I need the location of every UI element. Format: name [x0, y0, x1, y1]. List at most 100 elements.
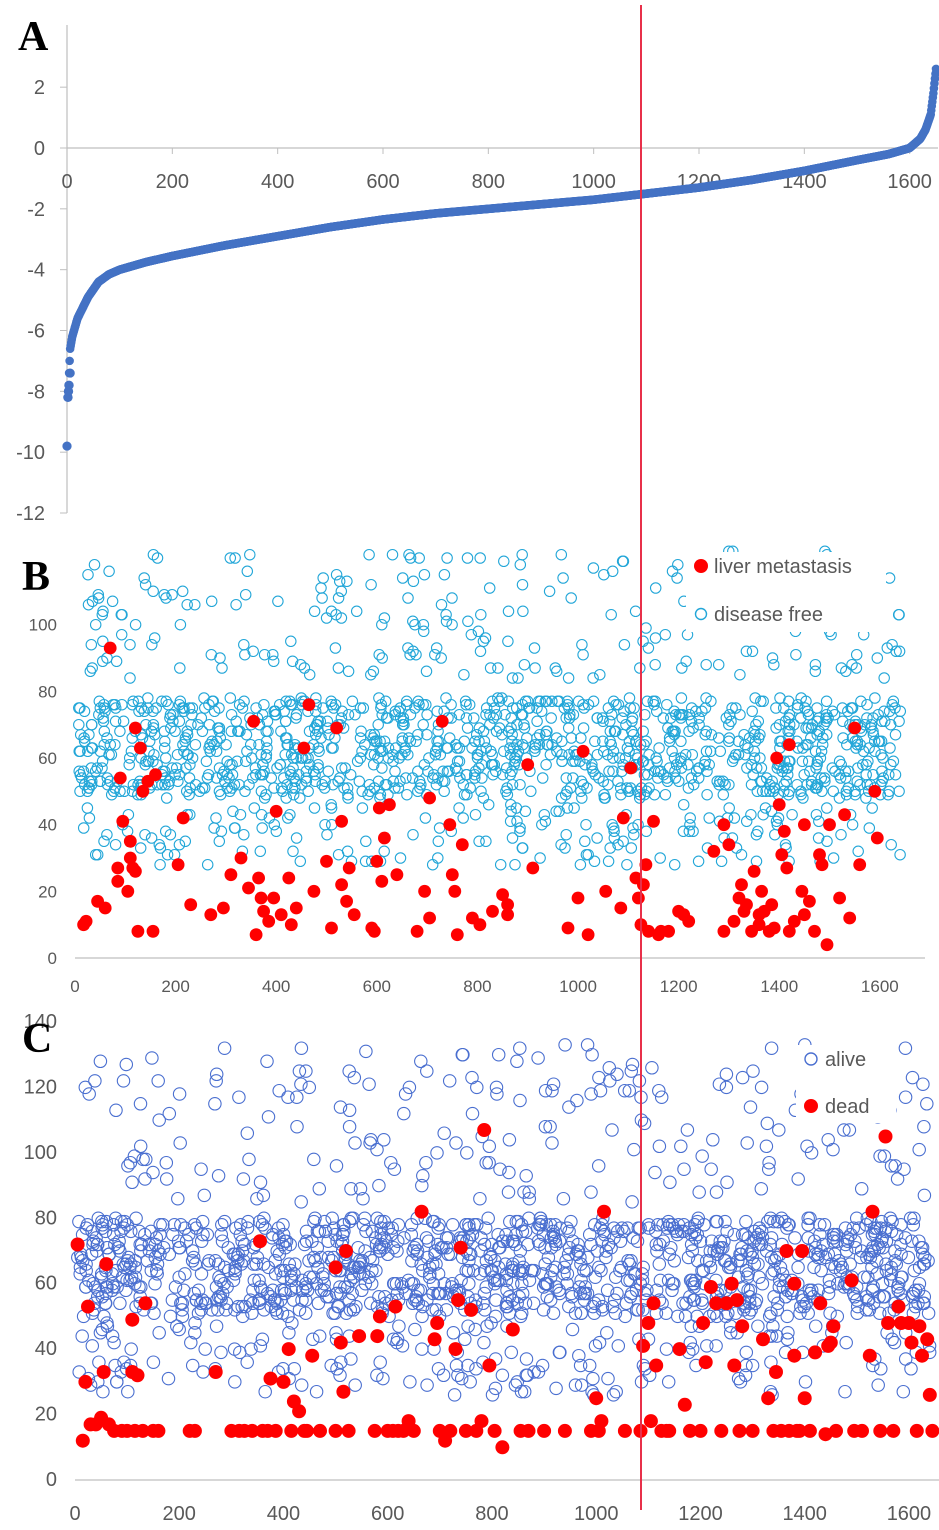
panel-c-ring-point — [754, 1080, 769, 1095]
panel-b-red-point — [423, 791, 436, 805]
panel-b-ring-point — [270, 825, 283, 838]
panel-b-ring-point — [675, 692, 688, 704]
panel-c-ring-point — [419, 1155, 433, 1170]
panel-b-ring-point — [189, 598, 201, 611]
panel-b-ring-point — [882, 788, 894, 801]
panel-b-red-point — [473, 918, 487, 932]
panel-b-ring-point — [210, 812, 222, 824]
panel-b-red-point — [247, 714, 260, 728]
panel-b-ring-point — [492, 662, 504, 674]
panel-b-ring-point — [77, 822, 90, 834]
panel-c-ring-point — [195, 1214, 210, 1229]
panel-c-ring-point — [704, 1162, 718, 1176]
panel-b-red-point — [868, 784, 882, 798]
panel-c-ring-point — [549, 1381, 563, 1396]
panel-b-ring-point — [412, 785, 424, 798]
panel-c-ring-point — [580, 1038, 595, 1052]
panel-c-ring-point — [121, 1384, 135, 1399]
panel-c-ring-point — [493, 1162, 507, 1176]
panel-a-x-tick-label: 600 — [366, 171, 399, 193]
panel-c-ring-point — [430, 1146, 444, 1160]
panel-b-ring-point — [556, 755, 568, 768]
panel-c-ring-point — [649, 1224, 663, 1239]
panel-b-ring-point — [649, 582, 662, 594]
panel-c-red-point — [453, 1240, 468, 1255]
panel-c-red-point — [187, 1423, 202, 1438]
panel-b-ring-point — [498, 745, 510, 758]
panel-c-ring-point — [145, 1051, 159, 1065]
panel-b-ring-point — [407, 828, 419, 841]
panel-b-red-point — [204, 908, 218, 922]
panel-c-ring-point — [161, 1371, 176, 1386]
panel-b-red-point — [269, 804, 283, 818]
panel-b-red-point — [435, 714, 449, 728]
panel-c-ring-point — [692, 1185, 706, 1199]
panel-b-red-point — [418, 884, 431, 898]
panel-c-ring-point — [592, 1335, 607, 1350]
panel-a-x-tick-label: 800 — [472, 171, 505, 193]
panel-c-ring-point — [151, 1074, 165, 1088]
panel-b-ring-point — [322, 765, 335, 778]
panel-c-ring-point — [607, 1293, 622, 1307]
panel-b-red-point — [390, 868, 404, 882]
panel-c-red-point — [263, 1371, 278, 1386]
panel-c-red-point — [367, 1423, 382, 1438]
panel-c-ring-point — [348, 1136, 362, 1150]
panel-b-red-point — [747, 864, 761, 878]
panel-c-ring-point — [670, 1309, 685, 1324]
panel-b-ring-point — [878, 672, 890, 684]
panel-b-ring-point — [821, 835, 833, 848]
panel-b-ring-point — [350, 605, 363, 618]
panel-b-ring-point — [703, 812, 715, 824]
panel-c-ring-point — [719, 1067, 734, 1082]
panel-b-ring-point — [796, 755, 809, 768]
panel-b-ring-point — [734, 668, 746, 681]
panel-b-red-point — [443, 818, 457, 832]
panel-b-red-point — [103, 641, 117, 655]
panel-b-ring-point — [179, 835, 192, 848]
panel-b-ring-point — [641, 695, 654, 708]
panel-b-ring-point — [88, 558, 101, 571]
panel-b-ring-point — [160, 592, 172, 604]
panel-b-ring-point — [176, 585, 189, 598]
panel-b-x-tick-label: 600 — [363, 977, 391, 996]
panel-b-ring-point — [487, 768, 499, 781]
panel-b-red-point — [782, 738, 796, 752]
panel-c-red-point — [96, 1365, 111, 1379]
panel-b-red-point — [624, 761, 638, 775]
panel-b-ring-point — [402, 592, 414, 604]
panel-c-red-point — [597, 1204, 611, 1219]
panel-b-ring-point — [723, 718, 735, 731]
panel-b-ring-point — [562, 722, 575, 734]
panel-b-ring-point — [354, 752, 367, 764]
panel-c-ring-point — [177, 1283, 191, 1298]
panel-b-ring-point — [160, 752, 172, 764]
panel-b-ring-point — [809, 658, 822, 671]
panel-b-ring-point — [577, 722, 590, 734]
panel-c-ring-point — [772, 1123, 786, 1137]
panel-b-ring-point — [650, 705, 663, 718]
panel-b-ring-point — [750, 828, 763, 841]
panel-b-ring-point — [115, 608, 128, 621]
panel-b-ring-point — [201, 858, 214, 871]
panel-b-red-point — [599, 884, 613, 898]
panel-b-ring-point — [153, 838, 166, 851]
panel-b-red-point — [662, 924, 675, 938]
panel-b-ring-point — [576, 792, 588, 804]
panel-b-ring-point — [351, 755, 364, 768]
panel-b-ring-point — [594, 668, 606, 681]
panel-b-ring-point — [254, 845, 267, 858]
panel-c-ring-point — [751, 1319, 765, 1333]
panel-c-ring-point — [838, 1384, 852, 1399]
panel-b-ring-point — [517, 605, 529, 618]
panel-b-ring-point — [86, 662, 98, 674]
panel-c-red-point — [724, 1276, 739, 1291]
panel-b-ring-point — [677, 798, 690, 811]
panel-c-ring-point — [877, 1290, 892, 1304]
panel-b-ring-point — [509, 858, 521, 871]
panel-b-ring-point — [433, 822, 446, 834]
panel-b-ring-point — [591, 832, 603, 844]
panel-c-ring-point — [465, 1070, 479, 1085]
panel-b-ring-point — [73, 718, 85, 731]
panel-b-red-point — [267, 891, 281, 905]
